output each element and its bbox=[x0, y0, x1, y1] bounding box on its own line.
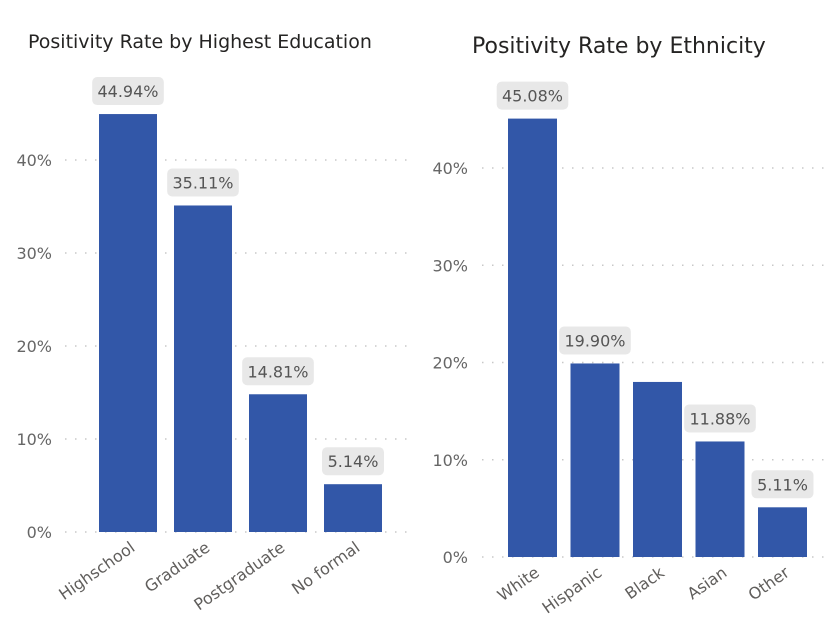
x-tick-label: Graduate bbox=[141, 538, 213, 597]
y-tick-label: 10% bbox=[16, 430, 52, 449]
x-tick-label: Highschool bbox=[55, 538, 138, 604]
chart-title: Positivity Rate by Highest Education bbox=[28, 31, 372, 53]
y-tick-label: 30% bbox=[16, 244, 52, 263]
data-label: 44.94% bbox=[97, 82, 158, 101]
y-tick-label: 30% bbox=[432, 256, 468, 275]
data-label-bg bbox=[684, 404, 756, 433]
bar bbox=[324, 484, 382, 532]
data-label: 19.90% bbox=[564, 331, 625, 350]
y-tick-label: 0% bbox=[443, 548, 468, 567]
data-label: 5.11% bbox=[757, 475, 808, 494]
x-tick-label: Black bbox=[621, 562, 668, 603]
y-tick-label: 0% bbox=[27, 523, 52, 542]
data-label: 35.11% bbox=[172, 173, 233, 192]
y-tick-label: 40% bbox=[16, 151, 52, 170]
y-tick-label: 20% bbox=[432, 354, 468, 373]
bar bbox=[758, 507, 807, 557]
data-label-bg bbox=[242, 357, 314, 386]
x-tick-label: White bbox=[494, 563, 543, 605]
bar bbox=[99, 114, 157, 533]
x-tick-label: Asian bbox=[684, 563, 731, 604]
data-label: 45.08% bbox=[502, 87, 563, 106]
data-label: 5.14% bbox=[328, 452, 379, 471]
data-label-bg bbox=[496, 81, 569, 110]
y-tick-label: 40% bbox=[432, 159, 468, 178]
x-tick-label: Other bbox=[745, 562, 793, 604]
chart-1: Positivity Rate by Highest Education 0% 10… bbox=[16, 31, 408, 614]
chart-title: Positivity Rate by Ethnicity bbox=[472, 34, 766, 59]
bar bbox=[249, 394, 307, 532]
y-tick-label: 20% bbox=[16, 337, 52, 356]
data-label-bg bbox=[559, 326, 631, 355]
data-label-bg bbox=[92, 77, 164, 106]
data-label: 14.81% bbox=[247, 362, 308, 381]
y-tick-label: 10% bbox=[432, 451, 468, 470]
x-tick-label: No formal bbox=[288, 538, 363, 599]
data-label-bg bbox=[167, 168, 239, 197]
data-label-bg bbox=[751, 470, 814, 499]
bar bbox=[695, 441, 745, 557]
data-label-bg bbox=[322, 447, 384, 476]
data-label: 11.88% bbox=[689, 409, 750, 428]
bar bbox=[174, 205, 232, 533]
bar bbox=[508, 118, 557, 558]
bar bbox=[633, 381, 682, 557]
x-tick-label: Hispanic bbox=[539, 563, 606, 618]
bar bbox=[570, 363, 620, 557]
chart-2: Positivity Rate by Ethnicity 0% 10% 20% 30% 4… bbox=[432, 34, 831, 617]
